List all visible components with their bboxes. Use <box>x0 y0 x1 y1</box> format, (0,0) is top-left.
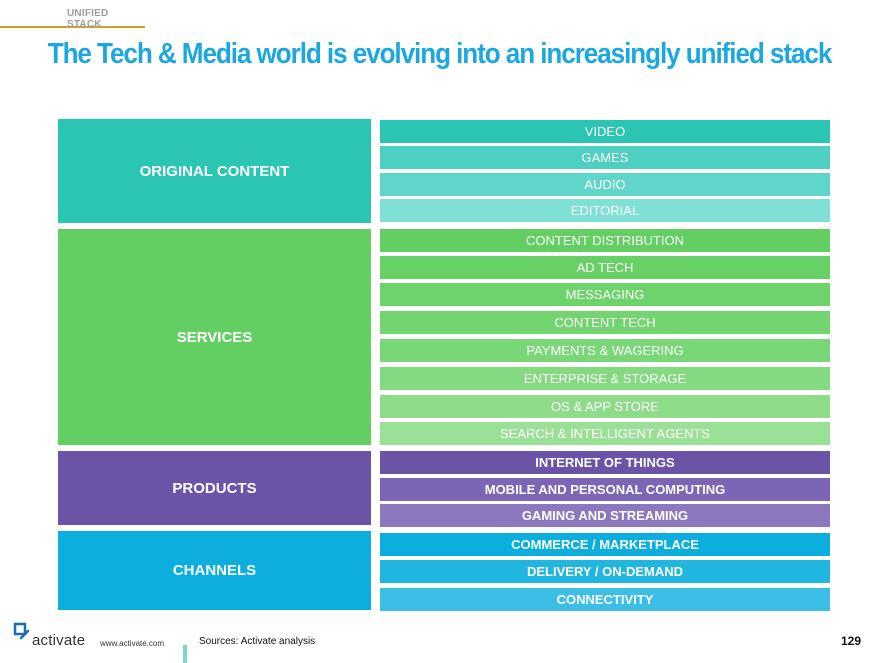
category-services: SERVICES <box>58 229 371 445</box>
section-tag-label: UNIFIED STACK <box>67 8 109 30</box>
page-number: 129 <box>840 634 861 648</box>
layer-connectivity: CONNECTIVITY <box>380 588 830 611</box>
category-channels: CHANNELS <box>58 531 371 610</box>
footer-url[interactable]: www.activate.com <box>100 639 165 648</box>
layer-search-intelligent-agents: SEARCH & INTELLIGENT AGENTS <box>380 422 830 445</box>
layer-delivery-on-demand: DELIVERY / ON-DEMAND <box>380 560 830 583</box>
section-tag: UNIFIED STACK <box>0 0 145 30</box>
layer-video: VIDEO <box>380 120 830 143</box>
page-title: The Tech & Media world is evolving into … <box>47 38 833 70</box>
layer-audio: AUDIO <box>380 173 830 196</box>
layer-content-distribution: CONTENT DISTRIBUTION <box>380 229 830 252</box>
layer-messaging: MESSAGING <box>380 283 830 306</box>
layer-content-tech: CONTENT TECH <box>380 311 830 334</box>
layer-os-app-store: OS & APP STORE <box>380 395 830 418</box>
layer-mobile-personal-computing: MOBILE AND PERSONAL COMPUTING <box>380 478 830 501</box>
layer-enterprise-storage: ENTERPRISE & STORAGE <box>380 367 830 390</box>
layer-gaming-streaming: GAMING AND STREAMING <box>380 504 830 527</box>
layer-ad-tech: AD TECH <box>380 256 830 279</box>
footer-brand: activate <box>32 632 86 649</box>
layer-internet-of-things: INTERNET OF THINGS <box>380 451 830 474</box>
layer-games: GAMES <box>380 146 830 169</box>
layer-payments-wagering: PAYMENTS & WAGERING <box>380 339 830 362</box>
activate-logo-icon <box>13 622 30 640</box>
layer-commerce-marketplace: COMMERCE / MARKETPLACE <box>380 533 830 556</box>
category-products: PRODUCTS <box>58 451 371 525</box>
footer-source: Sources: Activate analysis <box>199 636 316 647</box>
layer-editorial: EDITORIAL <box>380 199 830 222</box>
category-original-content: ORIGINAL CONTENT <box>58 119 371 223</box>
footer-divider <box>183 645 187 663</box>
